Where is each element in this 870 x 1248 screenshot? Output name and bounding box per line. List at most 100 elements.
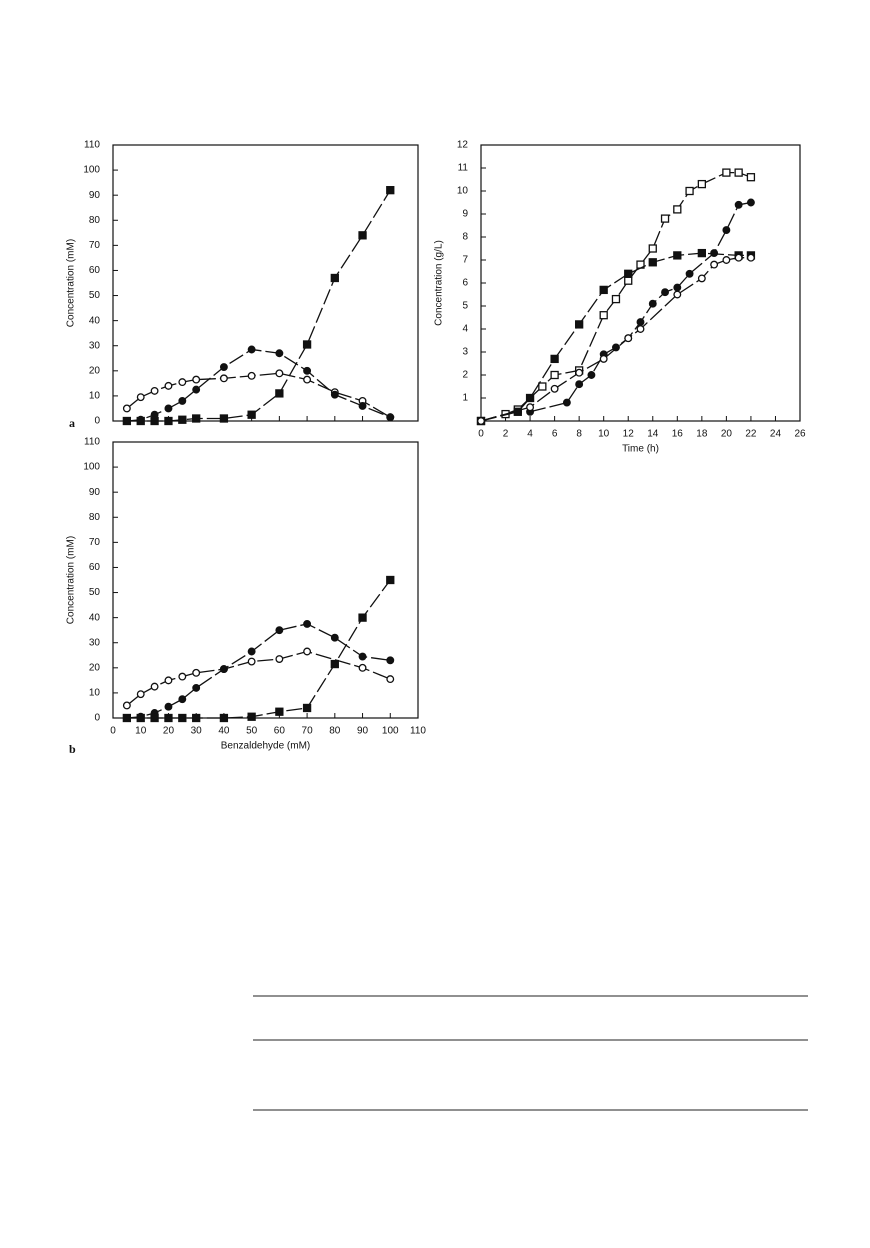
marker [247,712,256,721]
marker [192,668,201,677]
y-tick-label: 40 [89,612,101,623]
marker [330,659,339,669]
marker [660,214,670,223]
marker [624,276,633,285]
panel-label: b [69,742,76,756]
marker [330,273,339,283]
y-tick-label: 60 [89,265,101,276]
marker [746,253,755,262]
marker [612,343,620,352]
y-tick-label: 80 [89,512,101,523]
marker [648,299,657,308]
marker [164,713,173,723]
y-tick-label: 12 [457,140,469,151]
marker [178,713,187,723]
y-tick-label: 2 [462,370,468,381]
marker [386,186,395,195]
x-tick-label: 0 [478,429,484,440]
marker [358,663,367,672]
y-tick-label: 20 [89,662,101,673]
marker [550,370,559,380]
marker [122,416,132,426]
x-tick-label: 22 [745,429,757,440]
marker [303,647,312,656]
y-tick-label: 40 [89,315,101,326]
marker [192,414,201,423]
marker [164,416,173,426]
marker [122,701,131,710]
marker [358,613,367,622]
marker [136,393,145,402]
x-tick-label: 18 [696,429,708,440]
marker [386,575,395,585]
marker [178,672,187,681]
marker [192,385,201,394]
marker [648,244,657,253]
marker [219,713,229,723]
marker [722,226,731,235]
marker [538,382,547,391]
marker [661,288,669,297]
x-tick-label: 20 [163,726,175,737]
marker [247,371,256,380]
marker [164,404,173,413]
marker [550,354,559,364]
x-tick-label: 30 [191,726,203,737]
marker [673,290,682,299]
x-tick-label: 16 [672,429,684,440]
x-tick-label: 14 [647,429,659,440]
marker [219,414,229,423]
marker [673,251,682,260]
y-tick-label: 30 [89,340,101,351]
marker [575,380,584,389]
marker [599,354,608,363]
y-tick-label: 30 [89,637,101,648]
marker [648,258,657,267]
marker [562,398,571,407]
marker [178,695,187,704]
x-tick-label: 10 [135,726,147,737]
marker [192,683,201,692]
x-tick-label: 26 [794,429,806,440]
marker [746,173,756,182]
marker [275,626,284,635]
marker [303,619,312,628]
y-tick-label: 100 [83,462,100,473]
marker [164,702,173,711]
y-tick-label: 1 [462,393,468,404]
marker [275,707,284,716]
y-tick-label: 60 [89,562,101,573]
marker [611,294,621,304]
marker [599,285,608,295]
y-tick-label: 0 [94,713,100,724]
marker [136,690,145,699]
marker [178,396,187,405]
marker [697,248,706,258]
marker [150,416,159,426]
marker [219,374,228,383]
panel-label: a [69,416,75,430]
plot-frame [112,441,419,719]
x-tick-label: 100 [382,726,399,737]
marker [722,256,731,264]
x-tick-label: 2 [503,429,509,440]
marker [710,249,719,258]
marker [575,368,584,377]
marker [624,334,633,343]
y-axis-label: Concentration (g/L) [434,240,445,326]
y-tick-label: 80 [89,215,101,226]
y-tick-label: 4 [462,324,468,335]
x-tick-label: 80 [329,726,341,737]
x-axis-label: Benzaldehyde (mM) [221,741,310,752]
y-tick-label: 70 [89,537,101,548]
y-tick-label: 8 [462,232,468,243]
y-tick-label: 110 [84,437,100,448]
y-tick-label: 50 [89,290,101,301]
marker [358,652,367,661]
y-tick-label: 11 [458,163,469,174]
y-tick-label: 5 [462,301,468,312]
marker [358,401,367,410]
marker [275,655,284,663]
marker [247,410,256,419]
